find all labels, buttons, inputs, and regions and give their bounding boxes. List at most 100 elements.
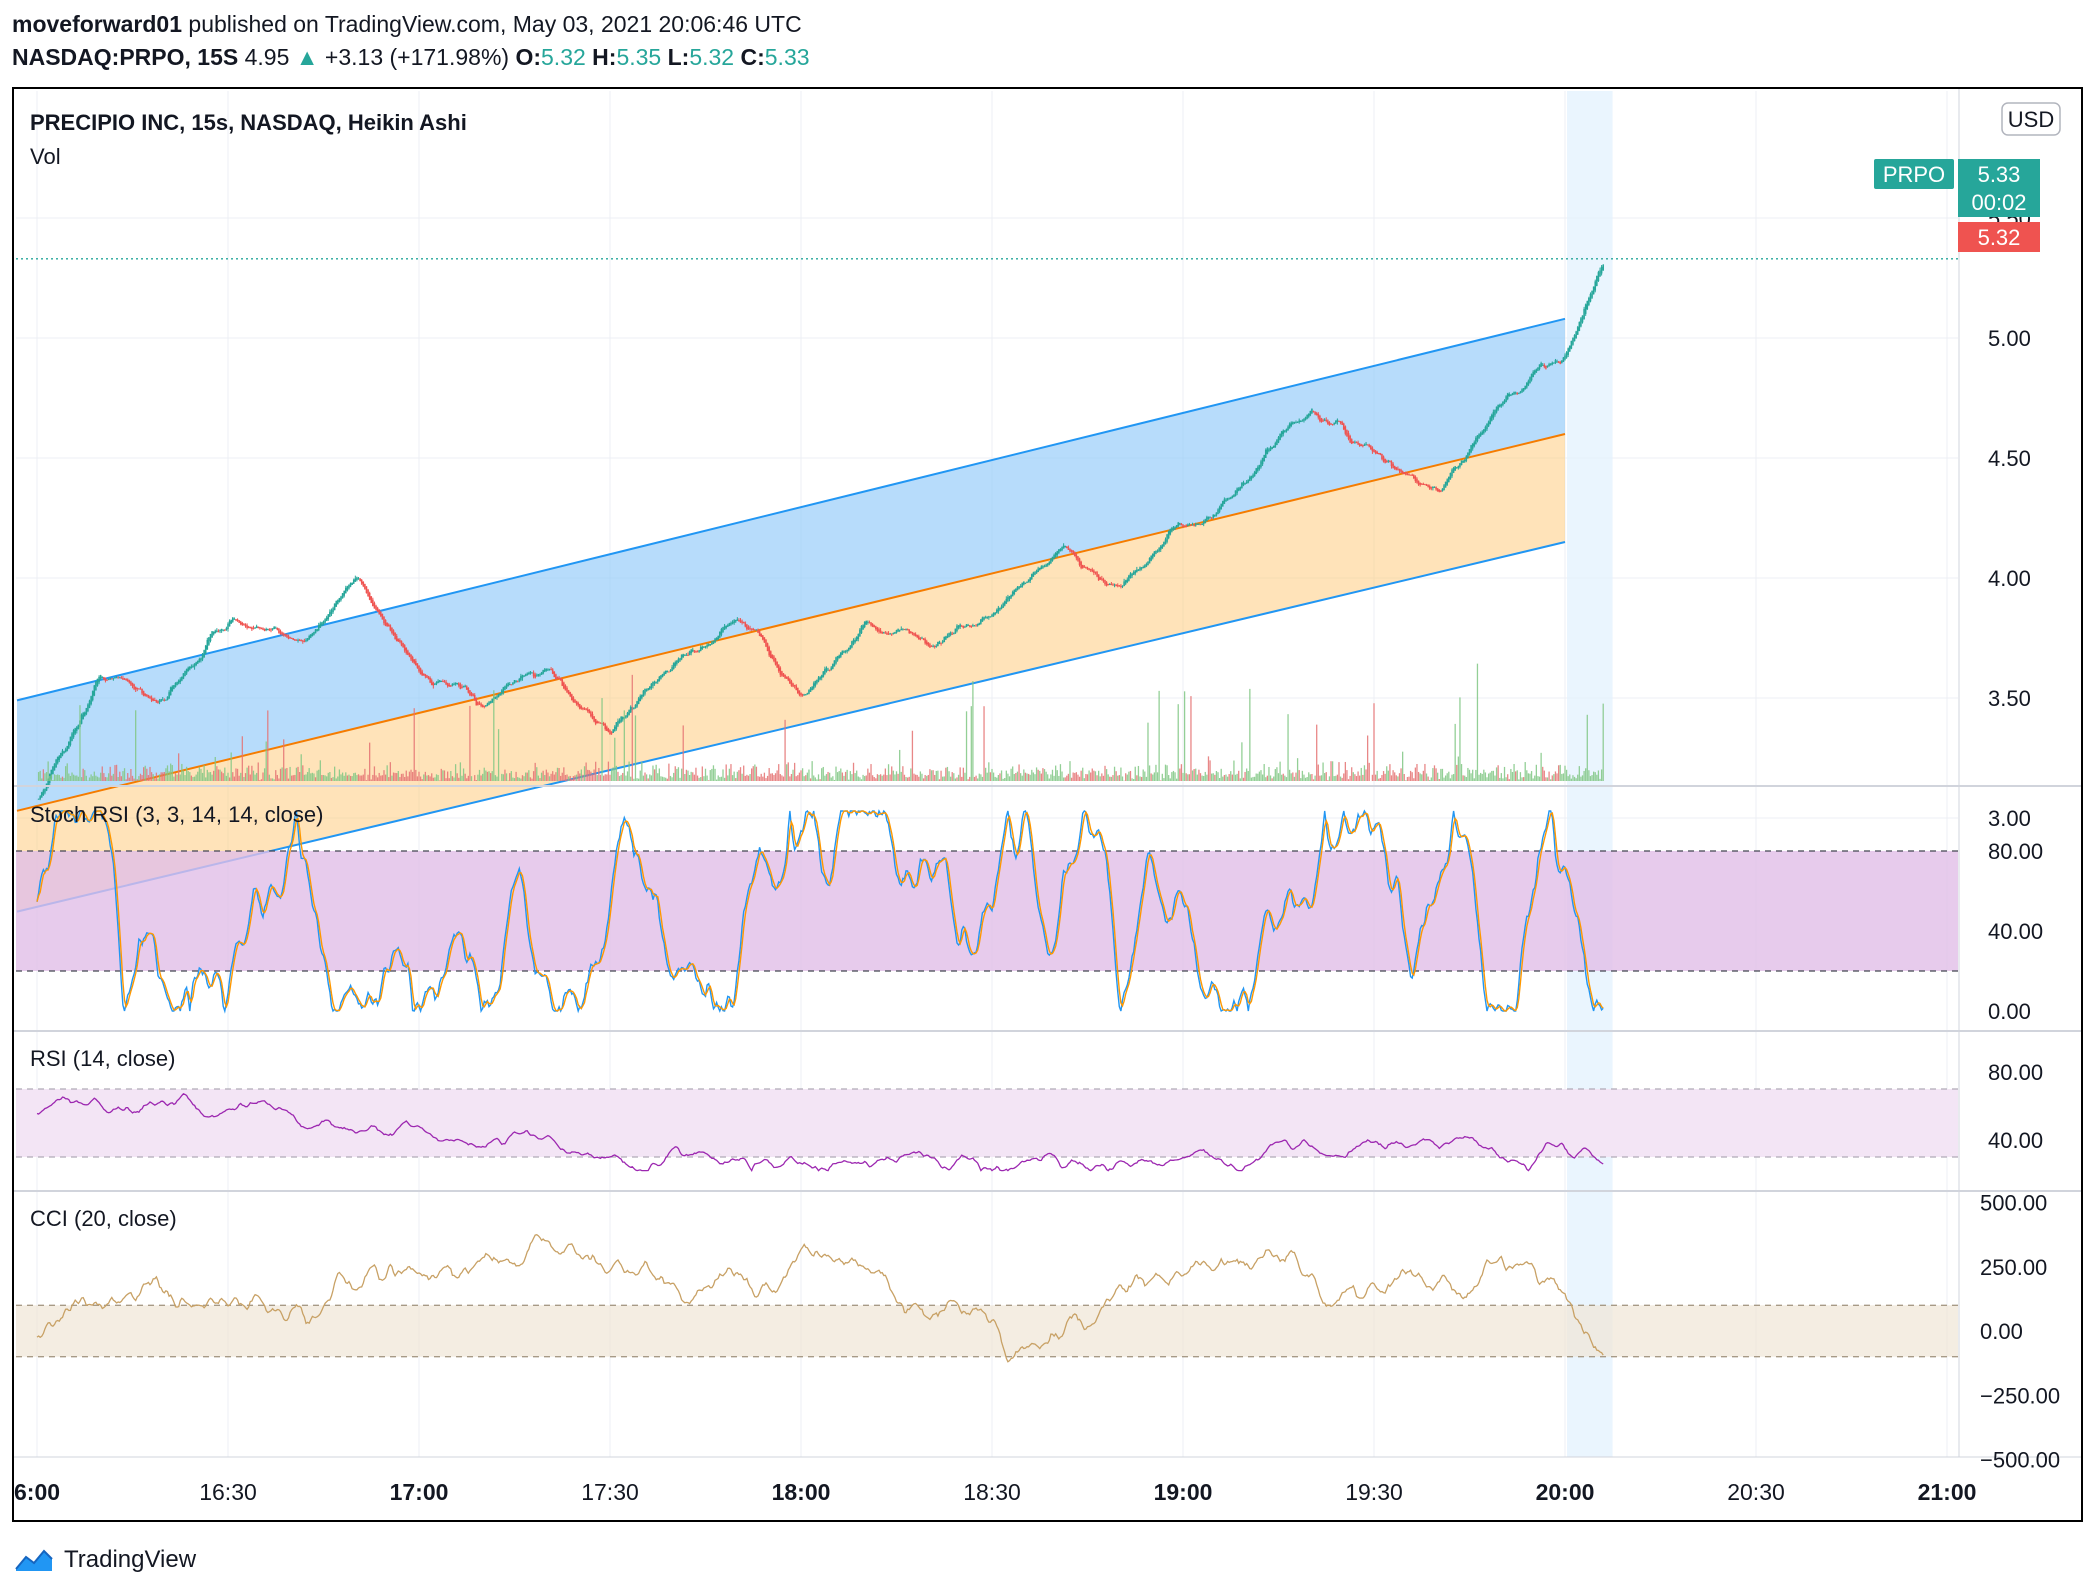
- candle-body: [1481, 431, 1484, 435]
- candle-body: [828, 669, 831, 671]
- candle-body: [1492, 411, 1495, 418]
- candle-body: [674, 662, 677, 667]
- candle-body: [1331, 424, 1334, 426]
- candle-body: [1167, 530, 1170, 539]
- candle-body: [878, 629, 880, 632]
- candle-body: [1414, 476, 1417, 482]
- candle-body: [976, 623, 979, 626]
- candle-body: [286, 634, 288, 637]
- candle-body: [335, 601, 338, 607]
- candle-body: [1346, 430, 1348, 436]
- candle-body: [575, 701, 578, 705]
- candle-body: [125, 678, 127, 680]
- candle-body: [1420, 483, 1423, 485]
- candle-body: [217, 631, 220, 633]
- candle-body: [1054, 552, 1057, 557]
- candle-body: [991, 614, 993, 617]
- candle-body: [201, 654, 204, 660]
- candle-body: [85, 708, 88, 715]
- candle-body: [1406, 473, 1409, 475]
- candle-body: [556, 677, 559, 679]
- price-tick-label: 3.00: [1988, 806, 2031, 831]
- candle-body: [1136, 569, 1138, 573]
- candle-body: [1411, 474, 1413, 476]
- candle-body: [1018, 586, 1020, 589]
- candle-body: [303, 640, 306, 642]
- candle-body: [1546, 365, 1549, 368]
- candle-body: [453, 683, 455, 685]
- candle-body: [1511, 393, 1514, 396]
- candle-body: [1529, 377, 1531, 384]
- author-name[interactable]: moveforward01: [12, 11, 183, 37]
- candle-body: [483, 705, 486, 707]
- candle-body: [1304, 417, 1307, 420]
- candle-body: [1123, 581, 1125, 587]
- candle-body: [1112, 584, 1114, 586]
- candle-body: [1600, 266, 1603, 274]
- candle-body: [278, 628, 280, 633]
- candle-body: [797, 687, 799, 694]
- candle-body: [914, 634, 917, 637]
- candle-body: [873, 625, 876, 628]
- candle-body: [1368, 444, 1371, 447]
- chart-frame[interactable]: 5.50 5.00 4.50 4.00 3.50 3.00 80.00 40.00 0.00 80…: [12, 87, 2083, 1522]
- candle-body: [1080, 561, 1082, 569]
- candle-body: [459, 684, 462, 689]
- candle-body: [989, 616, 992, 618]
- candle-body: [1276, 440, 1278, 445]
- time-tick-label: 17:00: [390, 1479, 449, 1505]
- candle-body: [1561, 360, 1563, 363]
- candle-body: [254, 627, 256, 629]
- candle-body: [620, 716, 622, 722]
- candle-body: [628, 710, 630, 715]
- brand-name[interactable]: TradingView: [64, 1546, 197, 1573]
- chart-canvas[interactable]: 5.505.004.504.003.503.0080.0040.000.0080…: [14, 89, 2081, 1520]
- candle-body: [820, 675, 823, 679]
- candle-body: [122, 678, 124, 680]
- channel-lower-line: [16, 541, 1566, 913]
- candle-body: [405, 647, 408, 654]
- candle-body: [1408, 474, 1410, 476]
- candle-body: [1107, 584, 1109, 586]
- candle-body: [104, 678, 107, 681]
- candle-body: [314, 629, 317, 634]
- candle-body: [830, 667, 833, 671]
- candle-body: [736, 619, 739, 621]
- candle-body: [1314, 411, 1316, 415]
- candle-body: [367, 589, 369, 597]
- candle-body: [1161, 544, 1164, 549]
- price-tick-label: 4.00: [1988, 566, 2031, 591]
- candle-body: [1575, 331, 1577, 339]
- candle-body: [887, 633, 890, 635]
- candle-body: [1089, 569, 1092, 571]
- candle-body: [176, 681, 178, 685]
- candle-body: [1066, 546, 1068, 549]
- candle-body: [1518, 393, 1520, 395]
- symbol-tag-label: PRPO: [1883, 162, 1945, 187]
- candle-body: [615, 722, 618, 729]
- candle-body: [1085, 566, 1087, 569]
- candle-body: [1134, 570, 1137, 574]
- candle-body: [305, 639, 307, 642]
- candle-body: [1327, 420, 1329, 424]
- candle-body: [1358, 443, 1361, 446]
- candle-body: [876, 627, 879, 631]
- candle-body: [1043, 566, 1046, 568]
- candle-body: [118, 677, 121, 679]
- candle-body: [886, 632, 888, 635]
- candle-body: [1064, 545, 1067, 548]
- candle-body: [1070, 550, 1073, 552]
- candle-body: [330, 610, 333, 615]
- candle-body: [1279, 433, 1281, 440]
- candle-body: [99, 675, 102, 680]
- candle-body: [945, 636, 947, 640]
- candle-body: [146, 694, 148, 696]
- candle-body: [742, 622, 745, 624]
- tradingview-logo-icon: [15, 1549, 53, 1571]
- candle-body: [720, 628, 723, 635]
- candle-body: [590, 711, 592, 717]
- candle-body: [819, 676, 821, 680]
- candle-body: [317, 625, 320, 631]
- time-tick-label: 18:30: [963, 1479, 1021, 1505]
- candle-body: [281, 632, 283, 635]
